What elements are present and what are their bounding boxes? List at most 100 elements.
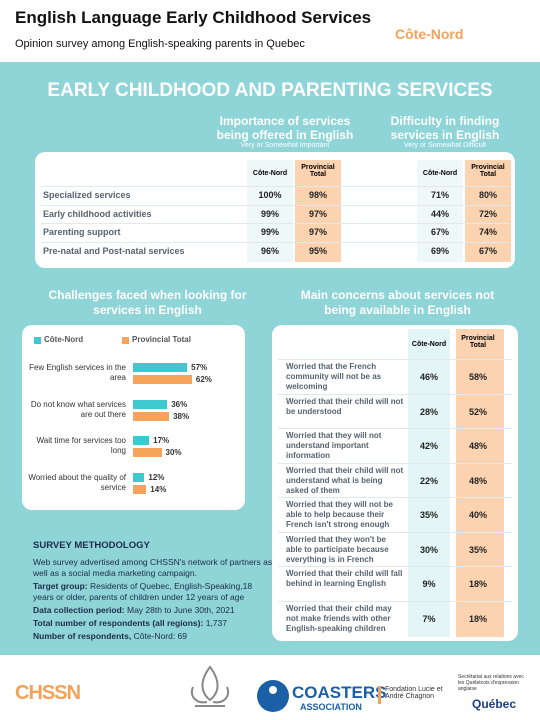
col-bg: [295, 160, 341, 262]
value-label: 14%: [150, 484, 167, 494]
column-header: Provincial Total: [461, 335, 495, 349]
item-text: Residents of Quebec, English-Speaking,18…: [33, 581, 253, 602]
value-label: 17%: [153, 436, 170, 445]
coasters-head: [269, 686, 277, 694]
cell: 71%: [430, 190, 449, 200]
category-label: Wait time for services too long: [36, 436, 126, 455]
cell: 22%: [419, 475, 438, 486]
row-line: [278, 600, 512, 602]
bar: [133, 375, 192, 384]
column-header: Côte-Nord: [252, 170, 288, 177]
value-label: 62%: [195, 375, 212, 384]
cell: 30%: [419, 544, 438, 555]
legend-swatch: [122, 337, 129, 344]
cell: 67%: [478, 245, 497, 256]
bar: [133, 411, 170, 421]
row-line: [278, 428, 512, 429]
coasters-circle: [257, 680, 289, 712]
cell: 69%: [430, 245, 449, 256]
fondation-icon: [378, 686, 381, 704]
item-label: Data collection period:: [33, 605, 125, 615]
row-label: Worried that their child will fall behin…: [286, 569, 403, 588]
item-label: Number of respondents,: [33, 631, 132, 641]
row-label: Worried that they won't be able to parti…: [286, 534, 389, 564]
row-line: [278, 531, 512, 533]
row-line: [278, 393, 512, 395]
cell: 28%: [419, 406, 438, 417]
cell: 35%: [419, 510, 438, 520]
value-label: 12%: [148, 472, 165, 482]
row-label: Early childhood activities: [43, 208, 152, 219]
cell: 80%: [478, 190, 497, 200]
bar: [133, 399, 168, 409]
services-table: Côte-Nord Provincial Total Côte-Nord Provin…: [35, 152, 515, 268]
cell: 99%: [260, 208, 279, 219]
difficulty-title: Difficulty in finding services in Englis…: [390, 114, 500, 142]
title: English Language Early Childhood Service…: [15, 8, 372, 27]
fleur-logo: [191, 665, 229, 707]
cell: 95%: [308, 245, 327, 256]
cell: 58%: [468, 372, 487, 382]
concerns-title: Main concerns about services not being a…: [300, 288, 495, 317]
concerns-table: Côte-Nord Provincial Total Worried that th…: [272, 325, 518, 641]
cell: 97%: [308, 227, 327, 237]
bar: [133, 448, 162, 457]
row-label: Worried that they will not understand im…: [286, 431, 382, 460]
cell: 98%: [308, 190, 327, 200]
category-label: Worried about the quality of service: [28, 472, 126, 492]
row-line: [278, 566, 512, 567]
importance-title: Importance of services being offered in …: [216, 114, 354, 142]
column-header: Côte-Nord: [411, 341, 447, 348]
cell: 99%: [260, 227, 279, 237]
region: Côte-Nord: [395, 26, 464, 42]
bar: [133, 436, 150, 445]
cell: 7%: [422, 613, 436, 624]
coasters-sub: ASSOCIATION: [300, 702, 362, 712]
cell: 67%: [430, 227, 449, 237]
category-label: Few English services in the area: [29, 363, 126, 382]
challenges-title: Challenges faced when looking for servic…: [48, 288, 247, 317]
col-bg: [247, 160, 293, 262]
column-header: Provincial Total: [471, 164, 505, 178]
row-label: Worried that they will not be able to he…: [286, 500, 393, 529]
col-bg: [456, 329, 504, 637]
coasters-logo: COASTERS: [292, 683, 387, 702]
col-bg: [408, 329, 450, 637]
fondation-logo: Fondation Lucie et André Chagnon: [385, 686, 443, 700]
legend-swatch: [34, 337, 41, 344]
column-header: Provincial Total: [301, 164, 335, 178]
col-bg: [465, 160, 511, 262]
cell: 74%: [478, 227, 497, 237]
methodology-description: Web survey advertised among CHSSN's netw…: [33, 557, 273, 578]
cell: 97%: [308, 208, 327, 219]
cell: 52%: [468, 406, 487, 417]
methodology-item: Number of respondents, Côte-Nord: 69: [33, 631, 273, 642]
row-line: [41, 223, 509, 224]
row-label: Parenting support: [43, 227, 121, 237]
cell: 18%: [468, 613, 487, 624]
cell: 72%: [478, 208, 497, 219]
row-label: Worried that the French community will n…: [286, 362, 382, 391]
methodology: SURVEY METHODOLOGY Web survey advertised…: [33, 540, 273, 642]
column-header: Côte-Nord: [422, 170, 458, 177]
item-text: Côte-Nord: 69: [133, 631, 187, 641]
bar: [133, 363, 188, 372]
cell: 9%: [422, 579, 436, 589]
legend-label: Côte-Nord: [44, 335, 84, 344]
value-label: 38%: [173, 411, 190, 421]
legend-label: Provincial Total: [132, 335, 191, 344]
item-label: Total number of respondents (all regions…: [33, 618, 204, 628]
row-label: Pre-natal and Post-natal services: [43, 245, 185, 256]
difficulty-note: Very or Somewhat Difficult: [404, 142, 486, 149]
challenges-chart: Côte-Nord Provincial Total Few English ser…: [22, 325, 245, 510]
row-line: [41, 204, 509, 206]
row-label: Specialized services: [43, 190, 131, 200]
row-line: [41, 241, 509, 243]
row-line: [41, 186, 509, 187]
bar: [133, 472, 145, 482]
col-bg: [417, 160, 463, 262]
cell: 44%: [430, 208, 449, 219]
quebec-logo: Québec: [472, 697, 517, 711]
row-line: [278, 462, 512, 464]
